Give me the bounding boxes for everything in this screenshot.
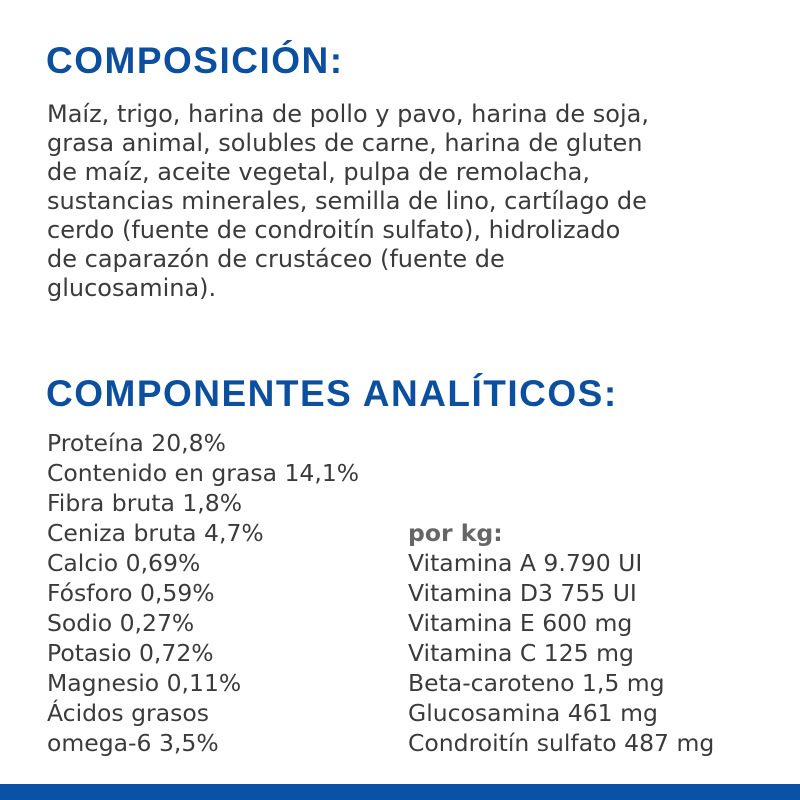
- per-kg-label: por kg:: [408, 519, 503, 547]
- composition-line: de maíz, aceite vegetal, pulpa de remola…: [47, 158, 590, 186]
- analytic-item: Calcio 0,69%: [47, 549, 201, 577]
- vitamin-item: Glucosamina 461 mg: [408, 699, 658, 727]
- vitamin-item: Vitamina E 600 mg: [408, 609, 633, 637]
- composition-line: sustancias minerales, semilla de lino, c…: [47, 187, 647, 215]
- analytics-right-list: por kg: Vitamina A 9.790 UI Vitamina D3 …: [408, 518, 714, 758]
- composition-line: glucosamina).: [47, 274, 217, 302]
- analytic-item: Magnesio 0,11%: [47, 669, 242, 697]
- vitamin-item: Vitamina D3 755 UI: [408, 579, 637, 607]
- analytic-item: Fósforo 0,59%: [47, 579, 215, 607]
- analytic-item: Ácidos grasos: [47, 699, 209, 727]
- analytic-item: Fibra bruta 1,8%: [47, 489, 243, 517]
- footer-bar: [0, 784, 800, 800]
- analytics-left-list: Proteína 20,8% Contenido en grasa 14,1% …: [47, 428, 359, 758]
- analytic-item: omega-6 3,5%: [47, 729, 219, 757]
- vitamin-item: Condroitín sulfato 487 mg: [408, 729, 715, 757]
- analytic-item: Potasio 0,72%: [47, 639, 214, 667]
- composition-line: grasa animal, solubles de carne, harina …: [47, 129, 643, 157]
- vitamin-item: Beta-caroteno 1,5 mg: [408, 669, 665, 697]
- vitamin-item: Vitamina A 9.790 UI: [408, 549, 643, 577]
- vitamin-item: Vitamina C 125 mg: [408, 639, 634, 667]
- analytic-item: Sodio 0,27%: [47, 609, 195, 637]
- analytic-item: Ceniza bruta 4,7%: [47, 519, 264, 547]
- composition-title: COMPOSICIÓN:: [46, 40, 344, 81]
- composition-line: cerdo (fuente de condroitín sulfato), hi…: [47, 216, 621, 244]
- composition-line: de caparazón de crustáceo (fuente de: [47, 245, 505, 273]
- composition-line: Maíz, trigo, harina de pollo y pavo, har…: [47, 100, 649, 128]
- analytic-item: Proteína 20,8%: [47, 429, 226, 457]
- analytics-title: COMPONENTES ANALÍTICOS:: [46, 373, 618, 414]
- analytic-item: Contenido en grasa 14,1%: [47, 459, 360, 487]
